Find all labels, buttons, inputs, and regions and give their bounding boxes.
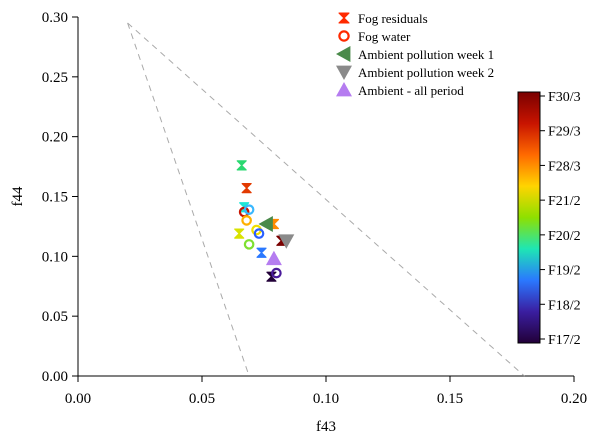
fog-residuals-point [234,228,245,239]
y-tick-label: 0.30 [42,10,68,26]
legend-label: Fog water [358,29,411,44]
legend-label: Fog residuals [358,11,428,26]
fog-water-point [243,239,255,250]
legend-item: Ambient pollution week 1 [336,46,494,62]
fog-water-point [243,204,255,215]
legend-item: Ambient - all period [336,82,464,98]
triangle-left-edge [127,22,250,377]
colorbar-label: F18/2 [548,298,581,313]
ambient-pollution-week-1-point [258,216,273,233]
colorbar-label: F17/2 [548,333,581,348]
x-axis-label: f43 [316,419,336,435]
axes: 0.00 0.05 0.10 0.15 0.20 0.00 0.05 0.10 0.15 0.20… [10,10,587,435]
x-tick-label: 0.10 [313,391,339,407]
legend-marker [336,65,352,80]
colorbar-label: F30/3 [548,90,581,105]
fog-water-point [271,267,282,279]
legend: Fog residuals Fog water Ambient pollution … [336,11,494,98]
x-tick-label: 0.15 [437,391,463,407]
x-tick-label: 0.20 [561,391,587,407]
y-tick-label: 0.25 [42,70,68,86]
x-tick-label: 0.00 [65,391,91,407]
colorbar-label: F21/2 [548,194,581,209]
legend-marker [336,46,351,62]
colorbar-label: F19/2 [548,264,581,279]
y-tick-label: 0.05 [42,309,68,325]
legend-label: Ambient pollution week 1 [358,47,494,62]
legend-label: Ambient pollution week 2 [358,65,494,80]
y-tick-label: 0.00 [42,369,68,385]
colorbar-label: F28/3 [548,159,581,174]
data-points [234,160,295,282]
y-tick-label: 0.20 [42,130,68,146]
triangle-right-edge [127,22,525,377]
fog-water-point [253,228,265,239]
fog-water-point [241,215,252,226]
colorbar-gradient [517,91,541,344]
colorbar-label: F29/3 [548,125,581,140]
legend-label: Ambient - all period [358,83,464,98]
y-axis-label: f44 [10,186,26,206]
fog-residuals-point [256,247,267,258]
legend-marker [338,30,350,42]
y-tick-label: 0.15 [42,190,68,206]
legend-item: Ambient pollution week 2 [336,65,494,80]
f44-f43-triangle [127,22,525,377]
legend-marker [338,12,350,24]
legend-marker [336,82,352,97]
colorbar: F30/3 F29/3 F28/3 F21/2 F20/2 F19/2 F18/2 F17/2 [517,90,581,348]
ambient-all-period-point [265,250,282,266]
legend-item: Fog water [338,29,411,44]
colorbar-label: F20/2 [548,229,581,244]
y-tick-label: 0.10 [42,249,68,265]
fog-residuals-point [236,160,247,171]
fog-residuals-point [241,183,252,194]
legend-item: Fog residuals [338,11,428,26]
x-tick-label: 0.05 [189,391,215,407]
ambient-pollution-week-2-point [278,234,295,249]
